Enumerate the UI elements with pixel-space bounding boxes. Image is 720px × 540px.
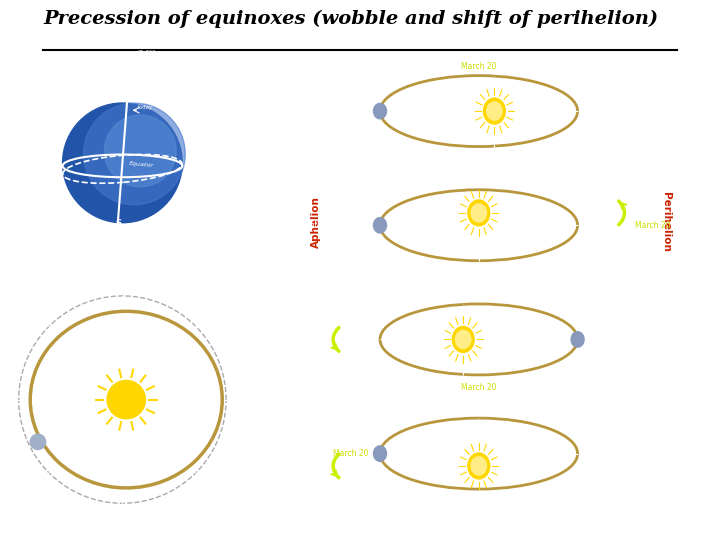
- Text: March 20: March 20: [635, 221, 670, 230]
- Text: Equator: Equator: [128, 161, 153, 168]
- Circle shape: [104, 115, 176, 187]
- Text: December 21: December 21: [622, 106, 673, 116]
- Circle shape: [374, 103, 387, 119]
- Circle shape: [468, 200, 490, 226]
- Text: June 21: June 21: [325, 106, 354, 116]
- Text: Return to modern
position after 23,000
years: Return to modern position after 23,000 y…: [647, 74, 720, 104]
- Text: Aphelion: Aphelion: [311, 196, 321, 248]
- Circle shape: [84, 103, 185, 205]
- Circle shape: [374, 218, 387, 233]
- Text: S: S: [116, 219, 122, 228]
- Text: June 21: June 21: [622, 335, 650, 344]
- Text: December 21: December 21: [453, 404, 505, 413]
- Text: N: N: [115, 94, 122, 103]
- Circle shape: [471, 457, 487, 475]
- Circle shape: [571, 332, 584, 347]
- Circle shape: [456, 330, 471, 348]
- Text: North Star
(Polaris): North Star (Polaris): [158, 55, 186, 65]
- Text: 25,700
years: 25,700 years: [138, 50, 156, 61]
- Circle shape: [487, 102, 502, 120]
- Text: March 20: March 20: [333, 449, 369, 458]
- Text: Shift of perihelion: Shift of perihelion: [29, 277, 85, 292]
- Circle shape: [468, 453, 490, 479]
- Text: December 21: December 21: [464, 266, 515, 274]
- Text: March 20: March 20: [461, 383, 497, 391]
- Text: September 22: September 22: [300, 221, 354, 230]
- Text: Spin axis
today: Spin axis today: [138, 99, 161, 110]
- Text: Precession of equinoxes (wobble and shift of perihelion): Precession of equinoxes (wobble and shif…: [43, 10, 658, 28]
- Circle shape: [107, 380, 145, 419]
- Text: September 22: September 22: [624, 449, 678, 458]
- Text: Perihelion: Perihelion: [661, 192, 671, 252]
- Text: December 21: December 21: [297, 335, 348, 344]
- Circle shape: [63, 103, 182, 222]
- Circle shape: [484, 98, 505, 124]
- Text: Precession
of Earth's
spin axis
(wobble): Precession of Earth's spin axis (wobble): [34, 148, 63, 171]
- Text: September 22: September 22: [462, 151, 516, 160]
- Circle shape: [452, 327, 474, 353]
- Circle shape: [374, 446, 387, 461]
- Text: Today: Today: [248, 88, 275, 97]
- Text: June 21: June 21: [464, 176, 493, 185]
- Text: 16,725 years
from now: 16,725 years from now: [248, 426, 309, 445]
- Text: 11,500 years
from now: 11,500 years from now: [248, 311, 309, 330]
- Circle shape: [471, 204, 487, 222]
- Text: September 22: September 22: [452, 290, 505, 299]
- Circle shape: [30, 434, 45, 449]
- Text: 5750 years
from now: 5750 years from now: [248, 197, 300, 217]
- Text: June 21: June 21: [464, 497, 493, 506]
- Text: March 20: March 20: [461, 62, 497, 71]
